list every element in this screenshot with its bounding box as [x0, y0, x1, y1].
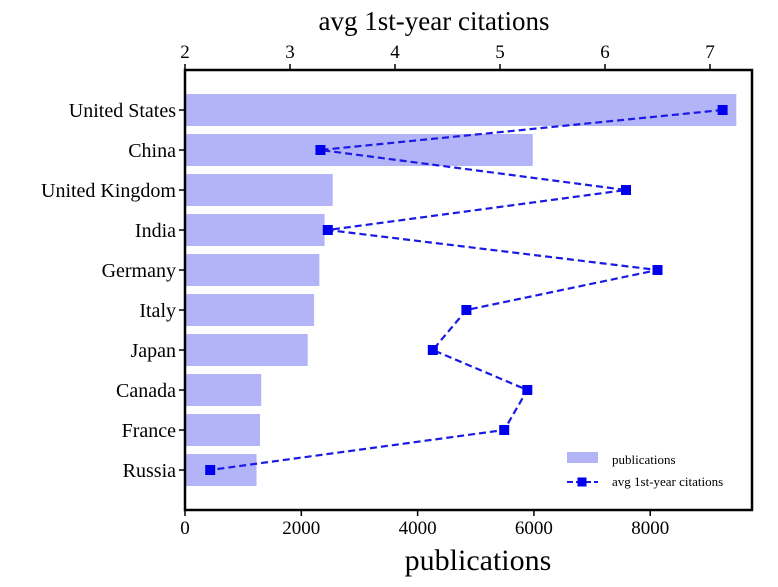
citations-point-russia	[205, 465, 216, 475]
legend-label-citations: avg 1st-year citations	[612, 474, 723, 489]
line-layer	[205, 105, 728, 475]
plot-frame	[183, 68, 754, 512]
citations-point-japan	[427, 345, 438, 355]
bar-united-kingdom	[185, 174, 333, 206]
y-tick-label-italy: Italy	[139, 300, 176, 322]
bar-germany	[185, 254, 320, 286]
legend-swatch-publications	[567, 452, 598, 463]
y-tick-label-china: China	[128, 140, 176, 162]
y-tick-label-russia: Russia	[123, 460, 176, 482]
citations-point-india	[322, 225, 333, 235]
citations-point-united-kingdom	[621, 185, 631, 195]
bottom-axis-title: publications	[405, 544, 552, 577]
top-axis-title: avg 1st-year citations	[319, 6, 550, 36]
legend-marker-citations	[577, 477, 587, 487]
bar-italy	[185, 294, 315, 326]
bar-france	[185, 414, 261, 446]
top-tick-label-3: 3	[285, 42, 295, 63]
citations-point-china	[315, 145, 326, 155]
citations-point-united-states	[717, 105, 728, 115]
legend-label-publications: publications	[612, 452, 676, 467]
y-tick-label-japan: Japan	[130, 340, 176, 362]
citations-point-italy	[461, 305, 472, 315]
citations-line	[210, 108, 723, 472]
top-tick-label-6: 6	[600, 42, 610, 63]
legend: publications avg 1st-year citations	[567, 452, 723, 489]
bars-layer	[185, 94, 737, 486]
bottom-tick-label-2000: 2000	[282, 518, 320, 539]
bottom-tick-label-8000: 8000	[631, 518, 669, 539]
y-tick-label-united-kingdom: United Kingdom	[41, 180, 176, 202]
y-tick-label-germany: Germany	[102, 260, 176, 282]
bottom-tick-label-4000: 4000	[399, 518, 437, 539]
bar-japan	[185, 334, 308, 366]
bottom-tick-label-0: 0	[180, 518, 190, 539]
bar-canada	[185, 374, 262, 406]
bottom-tick-label-6000: 6000	[515, 518, 553, 539]
top-tick-label-2: 2	[180, 42, 190, 63]
ticks-layer: United States China United Kingdom India Ger…	[41, 42, 715, 539]
citations-point-germany	[652, 265, 663, 275]
y-tick-label-france: France	[122, 420, 177, 442]
top-tick-label-4: 4	[390, 42, 400, 63]
y-tick-label-united-states: United States	[69, 100, 176, 122]
bar-united-states	[185, 94, 737, 126]
bar-india	[185, 214, 325, 246]
y-tick-label-india: India	[135, 220, 176, 242]
citations-point-canada	[522, 385, 533, 395]
y-tick-label-canada: Canada	[116, 380, 176, 402]
top-tick-label-7: 7	[705, 42, 715, 63]
bar-russia	[185, 454, 257, 486]
top-tick-label-5: 5	[495, 42, 505, 63]
citations-point-france	[499, 425, 510, 435]
bar-china	[185, 134, 533, 166]
